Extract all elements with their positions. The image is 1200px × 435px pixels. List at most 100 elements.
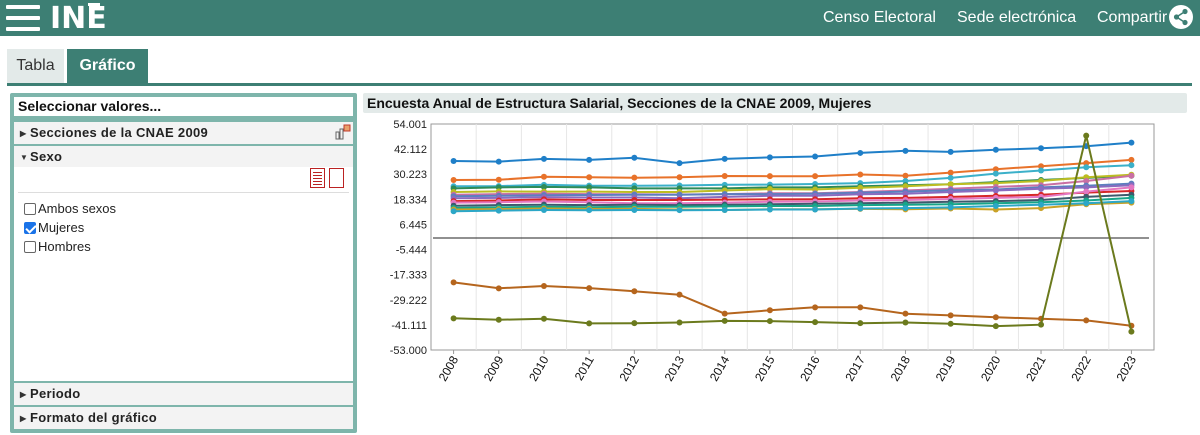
data-point[interactable] xyxy=(1038,163,1045,170)
data-point[interactable] xyxy=(631,174,638,181)
data-point[interactable] xyxy=(586,174,593,181)
data-point[interactable] xyxy=(450,176,457,183)
data-point[interactable] xyxy=(450,157,457,164)
data-point[interactable] xyxy=(812,206,819,213)
select-all-icon[interactable] xyxy=(310,168,325,188)
data-point[interactable] xyxy=(1038,321,1045,328)
data-point[interactable] xyxy=(947,148,954,155)
deselect-all-icon[interactable] xyxy=(329,168,344,188)
data-point[interactable] xyxy=(540,206,547,213)
data-point[interactable] xyxy=(766,206,773,213)
section-formato-grafico[interactable]: ▶ Formato del gráfico xyxy=(14,407,353,429)
data-point[interactable] xyxy=(676,319,683,326)
data-point[interactable] xyxy=(676,207,683,214)
data-point[interactable] xyxy=(631,320,638,327)
data-point[interactable] xyxy=(947,174,954,181)
data-point[interactable] xyxy=(1083,160,1090,167)
data-point[interactable] xyxy=(947,181,954,188)
data-point[interactable] xyxy=(1083,200,1090,207)
data-point[interactable] xyxy=(992,146,999,153)
tab-grafico[interactable]: Gráfico xyxy=(67,49,148,83)
data-point[interactable] xyxy=(812,173,819,180)
sede-electronica-link[interactable]: Sede electrónica xyxy=(957,9,1077,26)
data-point[interactable] xyxy=(812,304,819,311)
data-point[interactable] xyxy=(1128,184,1135,191)
data-point[interactable] xyxy=(495,176,502,183)
data-point[interactable] xyxy=(1038,145,1045,152)
section-periodo[interactable]: ▶ Periodo xyxy=(14,383,353,405)
data-point[interactable] xyxy=(766,186,773,193)
section-secciones-cnae[interactable]: ▶ Secciones de la CNAE 2009 xyxy=(14,122,353,144)
data-point[interactable] xyxy=(495,316,502,323)
data-point[interactable] xyxy=(857,171,864,178)
data-point[interactable] xyxy=(902,178,909,185)
data-point[interactable] xyxy=(721,155,728,162)
data-point[interactable] xyxy=(495,158,502,165)
data-point[interactable] xyxy=(992,170,999,177)
data-point[interactable] xyxy=(766,173,773,180)
data-point[interactable] xyxy=(586,207,593,214)
data-point[interactable] xyxy=(540,173,547,180)
data-point[interactable] xyxy=(1128,172,1135,179)
tab-tabla[interactable]: Tabla xyxy=(7,49,64,83)
data-point[interactable] xyxy=(1083,164,1090,171)
data-point[interactable] xyxy=(495,207,502,214)
data-point[interactable] xyxy=(540,183,547,190)
data-point[interactable] xyxy=(902,190,909,197)
data-point[interactable] xyxy=(540,155,547,162)
data-point[interactable] xyxy=(450,279,457,286)
share-icon[interactable] xyxy=(1169,5,1193,29)
data-point[interactable] xyxy=(1128,328,1135,335)
ine-logo[interactable]: INE xyxy=(50,1,107,36)
data-point[interactable] xyxy=(902,183,909,190)
data-point[interactable] xyxy=(812,319,819,326)
checkbox[interactable] xyxy=(24,203,36,215)
data-point[interactable] xyxy=(676,160,683,167)
data-point[interactable] xyxy=(857,184,864,191)
data-point[interactable] xyxy=(586,285,593,292)
data-point[interactable] xyxy=(766,154,773,161)
data-point[interactable] xyxy=(721,206,728,213)
data-point[interactable] xyxy=(631,206,638,213)
data-point[interactable] xyxy=(1128,156,1135,163)
data-point[interactable] xyxy=(586,320,593,327)
menu-icon[interactable] xyxy=(6,5,40,31)
data-point[interactable] xyxy=(586,184,593,191)
data-point[interactable] xyxy=(992,187,999,194)
data-point[interactable] xyxy=(947,320,954,327)
checkbox[interactable] xyxy=(24,241,36,253)
data-point[interactable] xyxy=(947,169,954,176)
data-point[interactable] xyxy=(902,319,909,326)
section-sexo[interactable]: ▼ Sexo xyxy=(14,146,353,168)
data-point[interactable] xyxy=(450,315,457,322)
data-point[interactable] xyxy=(766,318,773,325)
data-point[interactable] xyxy=(540,283,547,290)
data-point[interactable] xyxy=(1083,317,1090,324)
checkbox[interactable] xyxy=(24,222,36,234)
data-point[interactable] xyxy=(902,172,909,179)
data-point[interactable] xyxy=(721,310,728,317)
data-point[interactable] xyxy=(721,172,728,179)
data-point[interactable] xyxy=(992,314,999,321)
data-point[interactable] xyxy=(992,323,999,330)
data-point[interactable] xyxy=(586,156,593,163)
data-point[interactable] xyxy=(947,204,954,211)
data-point[interactable] xyxy=(992,166,999,173)
censo-electoral-link[interactable]: Censo Electoral xyxy=(823,9,936,26)
data-point[interactable] xyxy=(1083,188,1090,195)
data-point[interactable] xyxy=(857,304,864,311)
data-point[interactable] xyxy=(947,312,954,319)
data-point[interactable] xyxy=(1083,132,1090,139)
chart-settings-icon[interactable] xyxy=(335,124,351,140)
data-point[interactable] xyxy=(631,154,638,161)
data-point[interactable] xyxy=(1128,198,1135,205)
data-point[interactable] xyxy=(857,320,864,327)
data-point[interactable] xyxy=(857,205,864,212)
data-point[interactable] xyxy=(1038,178,1045,185)
data-point[interactable] xyxy=(631,288,638,295)
data-point[interactable] xyxy=(1038,185,1045,192)
data-point[interactable] xyxy=(902,205,909,212)
data-point[interactable] xyxy=(1128,162,1135,169)
data-point[interactable] xyxy=(1038,167,1045,174)
data-point[interactable] xyxy=(992,202,999,209)
